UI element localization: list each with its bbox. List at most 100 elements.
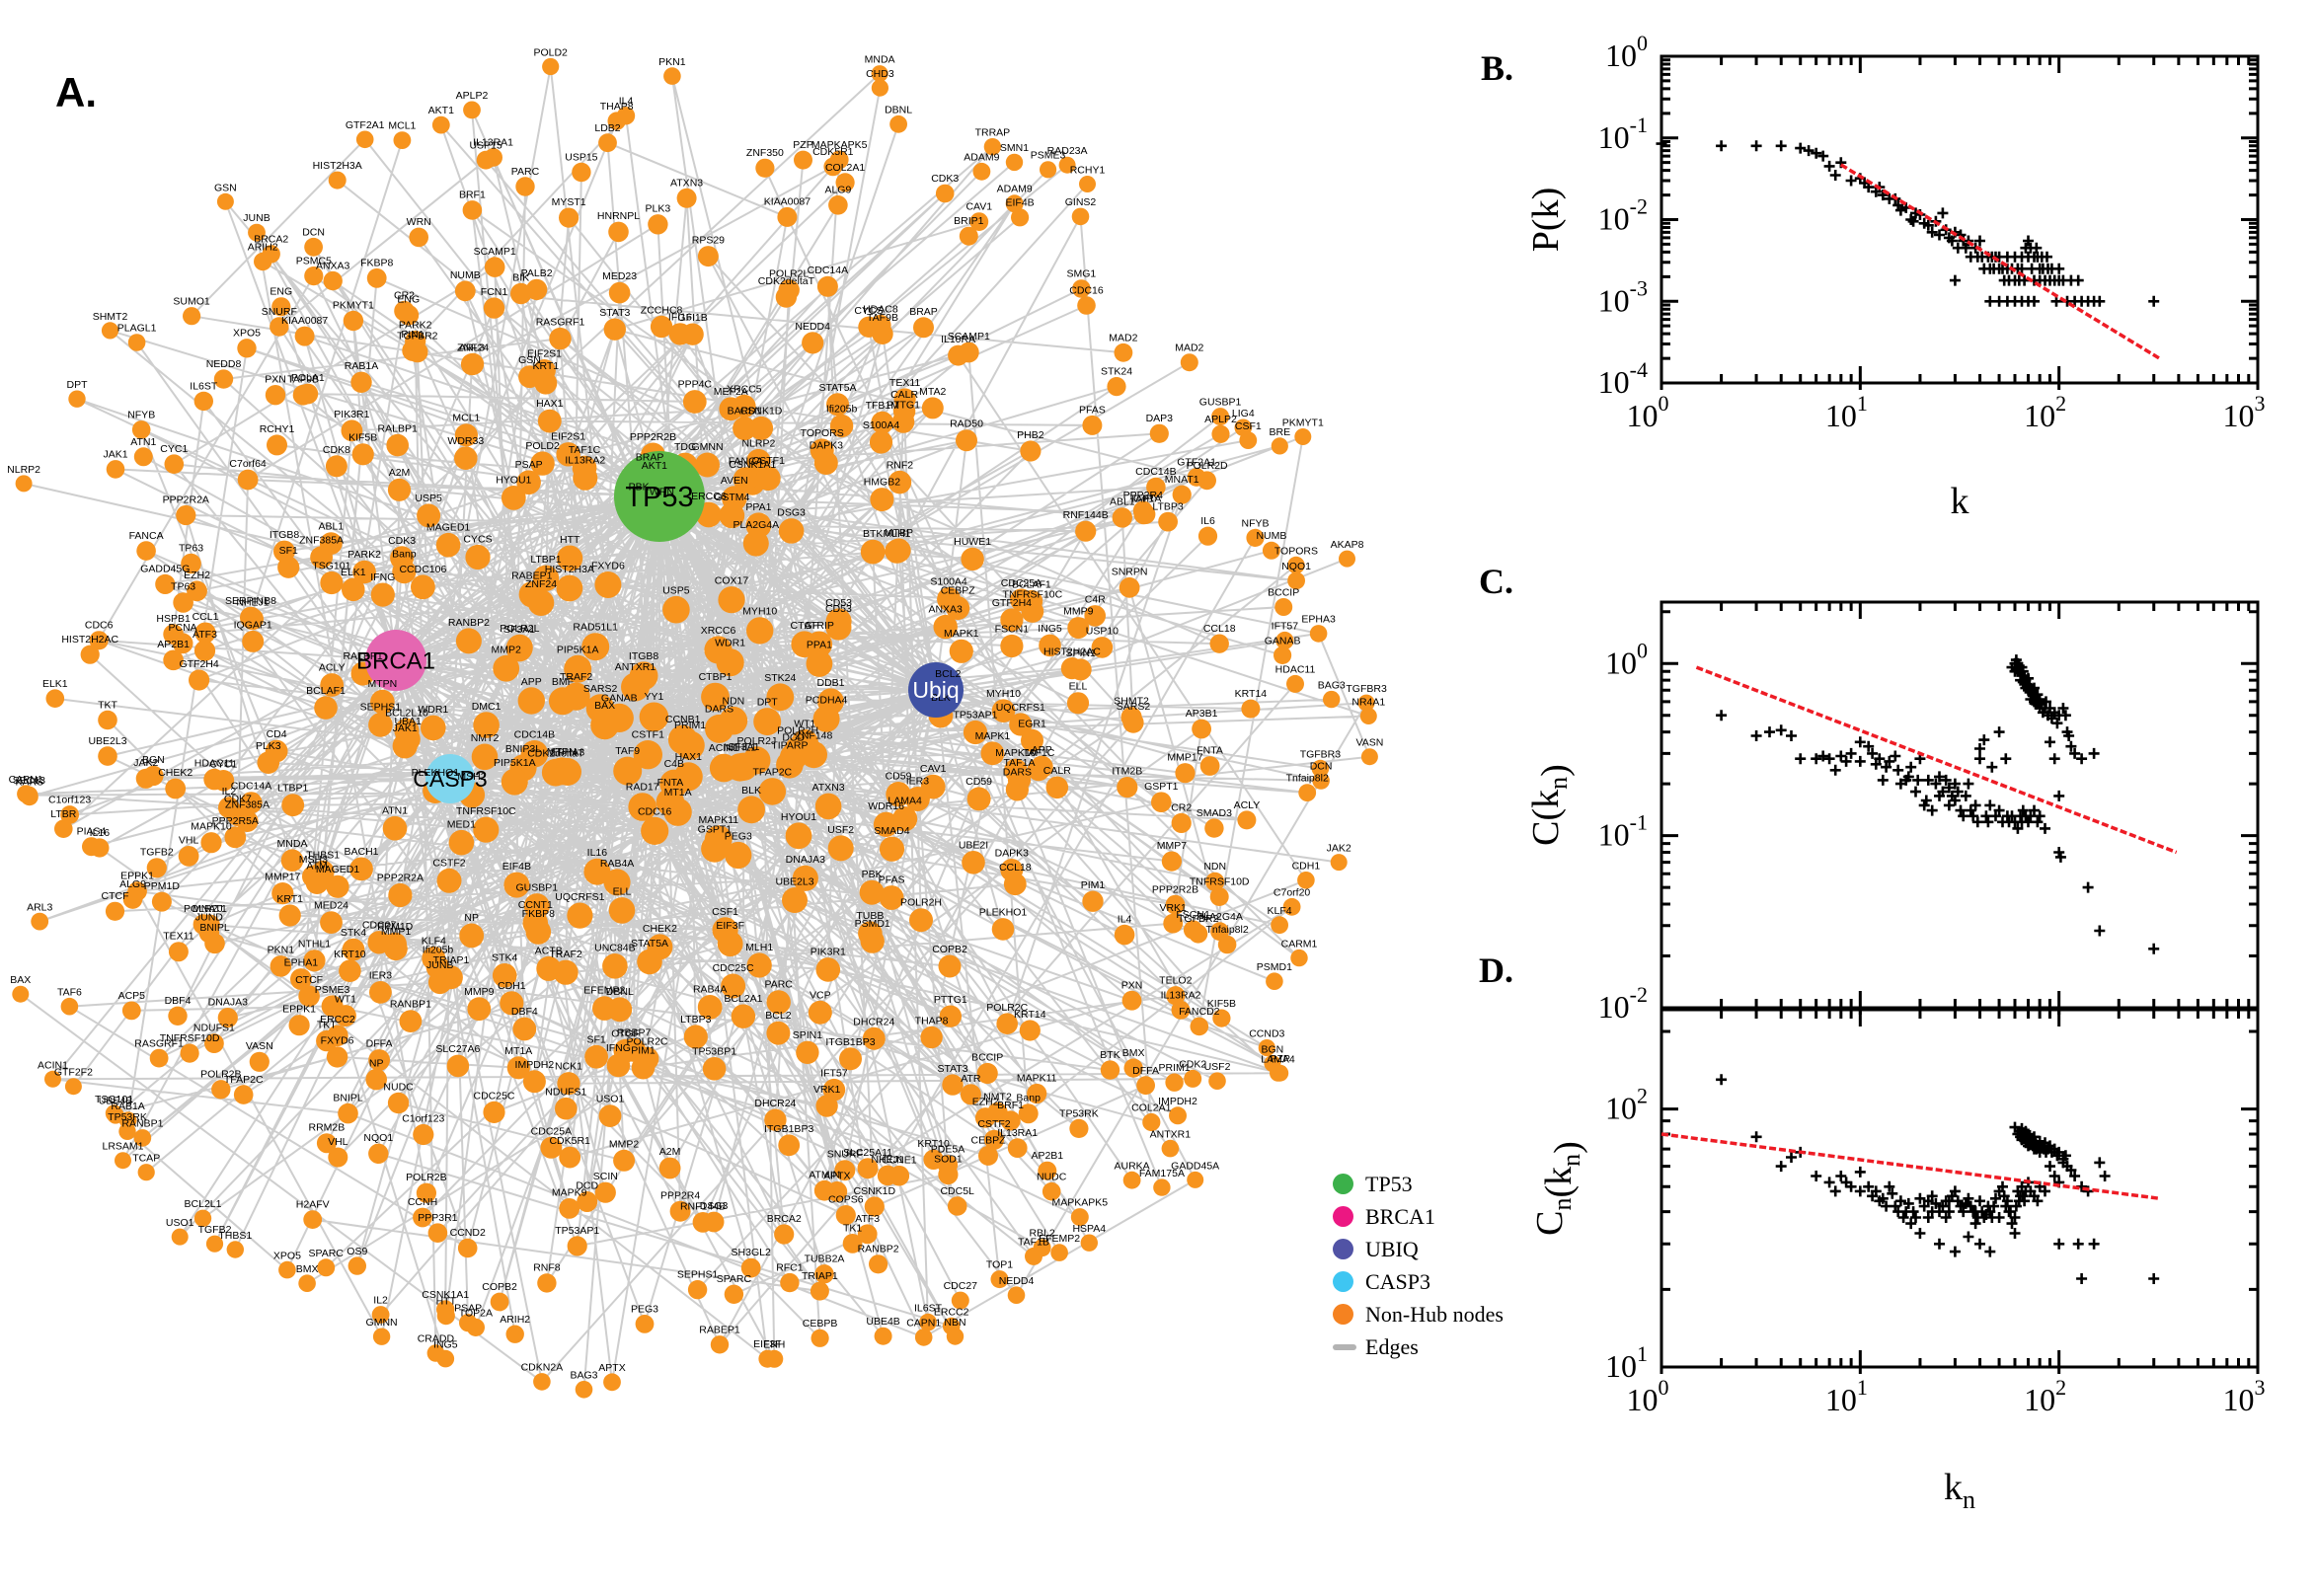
gene-label: C4R (1133, 494, 1154, 505)
gene-node (938, 1164, 959, 1185)
gene-node (598, 1104, 622, 1127)
gene-node (1190, 1017, 1209, 1036)
gene-node (506, 634, 533, 661)
gene-node (350, 371, 372, 393)
legend-label: Non-Hub nodes (1365, 1301, 1504, 1327)
gene-label: APTX (598, 1362, 625, 1374)
gene-node (193, 640, 216, 661)
tick-label: 10-2 (1598, 194, 1648, 237)
gene-label: MAGED1 (426, 521, 471, 533)
gene-node (572, 162, 591, 183)
gene-label: C4R (1085, 594, 1106, 606)
gene-label: NDUFS1 (545, 1086, 586, 1098)
gene-label: STK24 (1101, 365, 1132, 377)
gene-label: DAPK3 (995, 848, 1030, 860)
gene-label: DCD (576, 1180, 598, 1192)
gene-node (603, 318, 626, 341)
gene-label: ATF3 (193, 629, 217, 641)
legend-item: TP53 (1333, 1168, 1504, 1200)
gene-node (785, 822, 812, 850)
gene-node (224, 826, 247, 849)
gene-label: CD59 (965, 776, 992, 788)
gene-node (718, 586, 745, 614)
gene-label: PLA2G4A (733, 519, 779, 531)
gene-label: CSF1 (1235, 420, 1262, 432)
gene-label: TAF1B (1018, 1237, 1049, 1249)
axes (1660, 600, 2260, 1010)
gene-node (1075, 520, 1097, 542)
tick-label: 10-4 (1598, 357, 1648, 400)
gene-label: PPA1 (807, 640, 832, 651)
gene-label: MAPKAPK5 (1051, 1197, 1108, 1209)
gene-label: DSG3 (777, 507, 806, 519)
gene-label: CD59 (886, 771, 912, 783)
gene-label: BRCA2 (254, 234, 288, 246)
gene-label: PKN1 (658, 56, 686, 68)
gene-node (635, 1315, 655, 1333)
gene-node (549, 327, 572, 350)
gene-label: NHEJ1 (871, 1154, 903, 1166)
gene-label: SCIN (593, 1171, 618, 1182)
gene-label: MEF2A (714, 386, 748, 398)
gene-node (392, 733, 418, 759)
gene-label: PPP2R2B (630, 431, 676, 443)
gene-node (1107, 377, 1126, 397)
gene-label: MSH3 (299, 854, 328, 866)
gene-node (687, 1280, 708, 1300)
gene-label: IMPDH2 (515, 1059, 555, 1071)
gene-label: VRK1 (813, 1084, 841, 1096)
gene-label: BAX (594, 700, 615, 712)
gene-label: RAB1A (111, 1101, 144, 1112)
gene-node (1212, 1009, 1231, 1027)
gene-node (1084, 605, 1106, 627)
gene-label: BMF (552, 676, 574, 688)
gene-node (641, 816, 669, 846)
gene-node (978, 1145, 998, 1166)
gene-label: TAF1A (1129, 494, 1161, 505)
gene-node (164, 454, 185, 475)
gene-node (515, 177, 535, 196)
gene-label: GADD45G (140, 563, 190, 574)
gene-node (1066, 692, 1090, 715)
gene-label: FSCN1 (995, 623, 1030, 635)
gene-node (1192, 719, 1211, 739)
gene-label: CAPN1 (9, 774, 43, 786)
gene-node (556, 442, 580, 467)
gene-label: KIAA0087 (764, 195, 811, 207)
gene-label: CDC25A (1001, 577, 1042, 589)
gene-label: NQO1 (1281, 561, 1311, 572)
gene-label: BMX (296, 1263, 319, 1275)
gene-label: NP (464, 912, 479, 924)
gene-label: PTTG1 (934, 994, 967, 1006)
gene-node (886, 782, 911, 807)
gene-label: PIP5K1A (494, 757, 536, 769)
gene-node (537, 1273, 557, 1293)
gene-node (1018, 1103, 1039, 1124)
gene-label: TGFBR3 (1346, 683, 1387, 695)
gene-label: NCK1 (555, 1061, 582, 1073)
gene-label: PARC (764, 979, 793, 991)
gene-node (1122, 1171, 1141, 1189)
gene-label: BTK (863, 528, 883, 540)
gene-node (1122, 712, 1144, 733)
gene-label: GMNN (366, 1317, 398, 1329)
gene-label: CDC27 (362, 920, 397, 932)
gene-label: SEPHS1 (677, 1269, 719, 1281)
gene-label: PPM1D (377, 921, 414, 933)
gene-label: CDC14B (514, 729, 555, 741)
gene-label: ERCC2 (320, 1014, 355, 1026)
gene-node (721, 973, 746, 999)
gene-label: ITGB1BP3 (825, 1036, 875, 1048)
gene-node (745, 512, 772, 539)
gene-label: USO1 (166, 1217, 194, 1229)
gene-label: TAF1C (569, 444, 601, 456)
gene-node (1082, 890, 1104, 912)
gene-label: TK1 (843, 1223, 862, 1235)
gene-node (1142, 1112, 1161, 1132)
gene-label: S100A4 (930, 575, 967, 587)
gene-label: TRRAP (975, 127, 1011, 139)
gene-node (454, 280, 476, 302)
gene-node (155, 573, 176, 595)
gene-node (1171, 1000, 1191, 1020)
gene-label: KLF4 (422, 936, 446, 948)
